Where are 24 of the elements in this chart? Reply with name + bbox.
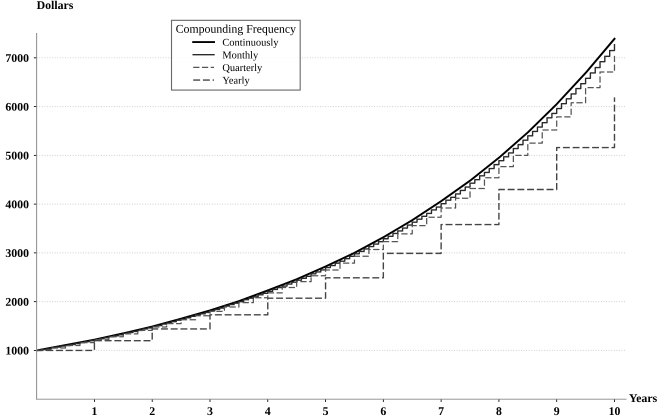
y-tick-label: 4000 xyxy=(6,200,29,208)
y-tick-label: 6000 xyxy=(6,102,29,111)
x-tick-label: 10 xyxy=(610,407,620,416)
x-tick-label: 4 xyxy=(264,407,271,416)
y-tick-label: 3000 xyxy=(6,249,29,258)
x-axis-title: Years xyxy=(629,394,657,402)
y-tick-label: 1000 xyxy=(6,346,29,355)
legend-label: Yearly xyxy=(222,76,250,86)
x-tick-label: 8 xyxy=(496,407,502,416)
y-tick-label: 2000 xyxy=(6,298,29,306)
x-tick-label: 1 xyxy=(92,407,97,416)
x-tick-label: 6 xyxy=(380,407,386,416)
x-tick-label: 7 xyxy=(438,407,444,416)
x-tick-label: 5 xyxy=(323,407,328,416)
y-axis-title: Dollars xyxy=(36,0,74,10)
legend-label: Continuously xyxy=(222,38,278,48)
x-tick-label: 2 xyxy=(150,407,155,416)
y-tick-label: 7000 xyxy=(6,54,29,62)
legend-label: Quarterly xyxy=(222,64,262,74)
x-tick-label: 9 xyxy=(554,407,560,416)
y-tick-label: 5000 xyxy=(6,152,29,160)
legend-title: Compounding Frequency xyxy=(176,24,296,36)
x-tick-label: 3 xyxy=(207,407,213,416)
legend-label: Monthly xyxy=(222,51,258,61)
